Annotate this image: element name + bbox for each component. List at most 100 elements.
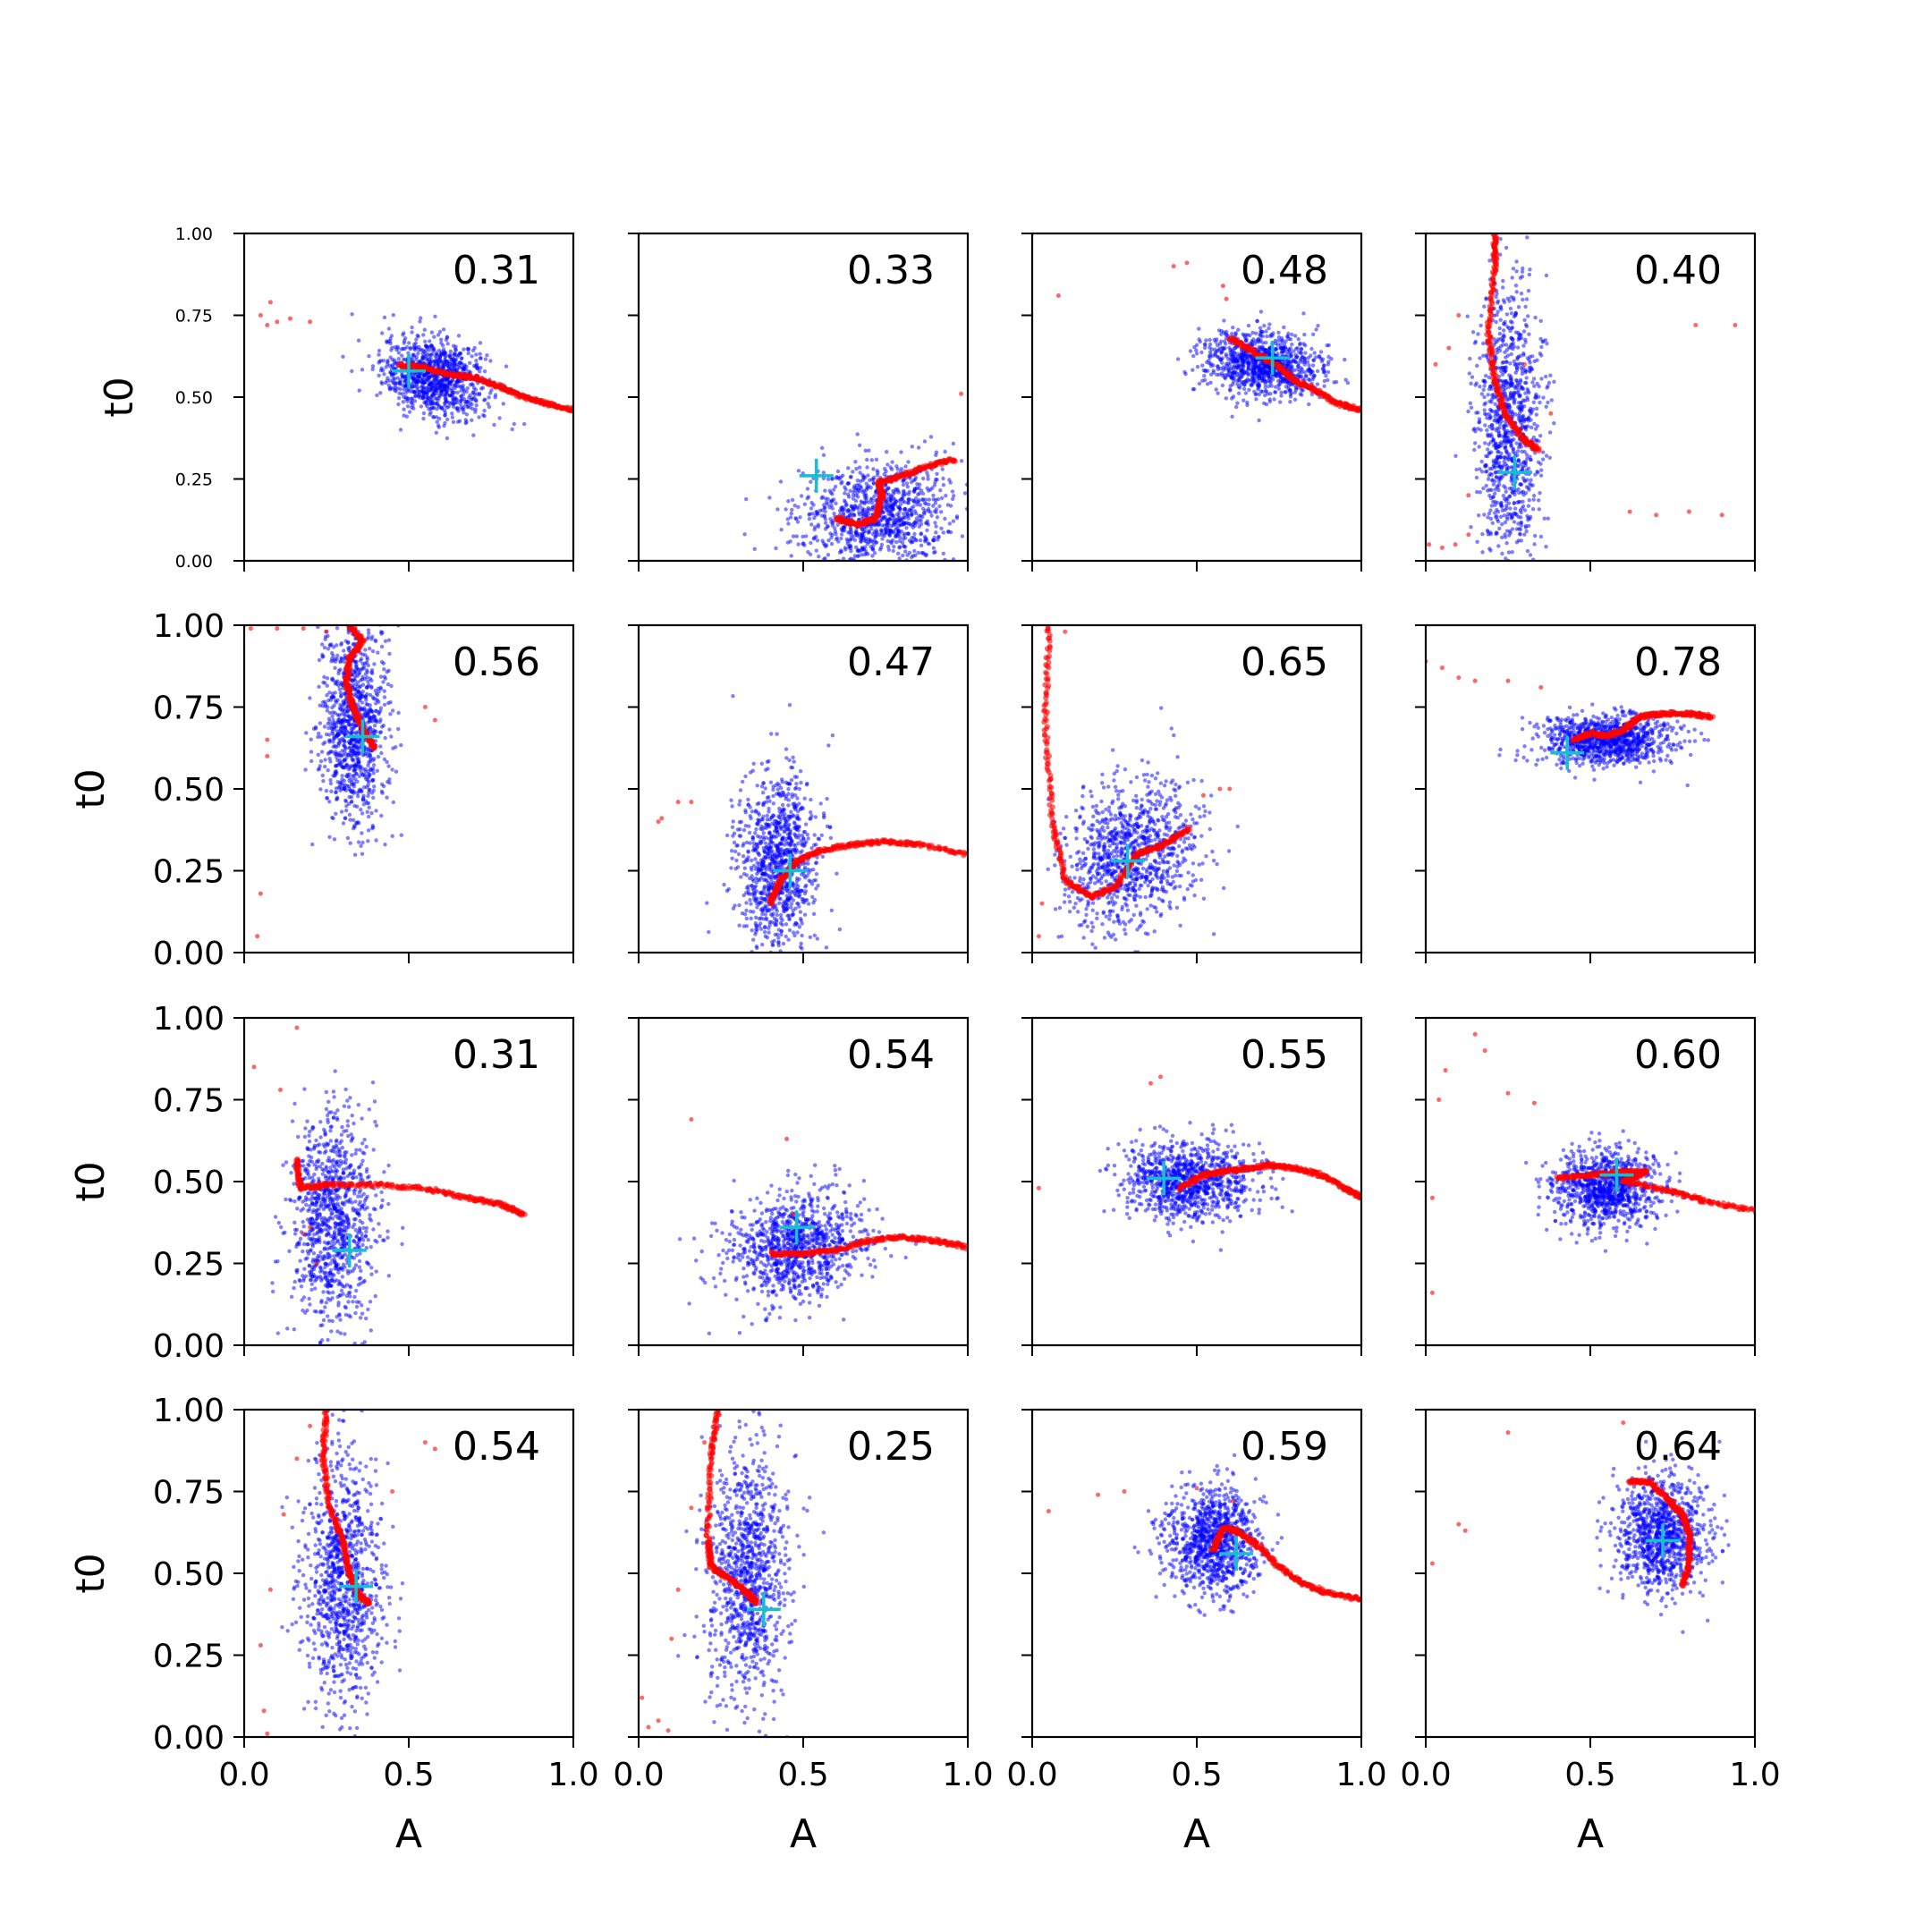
sample-point xyxy=(381,359,386,363)
sample-point xyxy=(802,502,807,506)
sample-point xyxy=(1264,402,1269,407)
y-tick-label: 0.00 xyxy=(175,552,213,572)
sample-point xyxy=(1259,374,1264,379)
sample-point xyxy=(1311,332,1316,336)
sample-point xyxy=(922,512,927,516)
sample-point xyxy=(1514,259,1519,264)
sample-point xyxy=(428,394,433,400)
sample-point xyxy=(459,360,463,365)
sample-point xyxy=(1326,369,1331,375)
sample-point xyxy=(1233,360,1239,365)
sample-point xyxy=(926,506,931,512)
sample-point xyxy=(1530,425,1534,430)
sample-point xyxy=(1502,438,1507,443)
sample-point xyxy=(1518,527,1523,532)
sample-point xyxy=(894,464,899,469)
sample-point xyxy=(892,521,896,526)
sample-point xyxy=(452,363,457,368)
sample-point xyxy=(1175,357,1181,361)
sample-point xyxy=(375,393,379,398)
sample-point xyxy=(801,534,805,539)
sample-point xyxy=(1496,309,1500,314)
sample-point xyxy=(1526,466,1531,470)
sample-point xyxy=(1245,402,1250,408)
sample-point xyxy=(907,538,912,543)
sample-point xyxy=(894,487,900,492)
sample-point xyxy=(1290,364,1294,369)
sample-point xyxy=(1531,497,1536,502)
sample-point xyxy=(1493,402,1497,406)
sample-point xyxy=(821,453,826,457)
sample-point xyxy=(932,483,937,487)
sample-point xyxy=(1302,370,1307,375)
sample-point xyxy=(1517,490,1521,496)
sample-point xyxy=(903,545,908,549)
sample-point xyxy=(1518,531,1522,536)
sample-point xyxy=(812,536,817,540)
sample-point xyxy=(916,445,921,450)
sample-point xyxy=(1516,387,1521,393)
sample-point xyxy=(466,347,470,352)
sample-point xyxy=(456,352,462,358)
sample-point xyxy=(1510,550,1514,555)
plot-area xyxy=(258,300,573,441)
sample-point xyxy=(855,432,860,436)
sample-point xyxy=(493,395,497,400)
sample-point xyxy=(1479,392,1485,396)
sample-point xyxy=(1262,363,1267,369)
sample-point xyxy=(1504,541,1509,546)
sample-point xyxy=(846,481,852,486)
sample-point xyxy=(919,543,924,547)
sample-point xyxy=(920,491,926,496)
sample-point xyxy=(1513,370,1518,375)
sample-point xyxy=(1520,449,1524,453)
sample-point xyxy=(483,357,488,361)
sample-point xyxy=(431,359,436,363)
sample-point xyxy=(910,445,914,449)
sample-point xyxy=(886,524,890,529)
sample-point xyxy=(847,530,852,535)
sample-point xyxy=(1205,382,1210,386)
sample-point xyxy=(1514,441,1519,445)
sample-point xyxy=(1500,365,1504,370)
sample-point xyxy=(1488,508,1493,513)
sample-point xyxy=(377,348,382,353)
sample-point xyxy=(1487,512,1492,516)
sample-point xyxy=(1259,329,1265,335)
sample-point xyxy=(1311,358,1316,362)
sample-point xyxy=(1237,371,1242,376)
sample-point xyxy=(852,489,856,495)
sample-point xyxy=(1509,311,1514,316)
sample-point xyxy=(931,538,936,542)
sample-point xyxy=(1241,398,1246,402)
sample-point xyxy=(1314,327,1318,332)
sample-point xyxy=(1489,487,1494,493)
sample-point xyxy=(871,543,876,547)
sample-point xyxy=(420,348,425,352)
sample-point xyxy=(464,412,470,417)
sample-point xyxy=(482,414,487,419)
sample-point xyxy=(1227,363,1233,368)
sample-point xyxy=(922,552,927,556)
subplot-panel: 0.40 xyxy=(1415,232,1757,572)
sample-point xyxy=(1228,366,1233,370)
sample-point xyxy=(1505,512,1511,516)
sample-point xyxy=(462,411,466,415)
sample-point xyxy=(788,539,792,544)
sample-point xyxy=(1282,349,1286,353)
sample-point xyxy=(826,496,830,501)
sample-point xyxy=(452,360,457,364)
sample-point xyxy=(1238,386,1242,390)
sample-point xyxy=(453,386,457,391)
sample-point xyxy=(862,552,867,557)
sample-point xyxy=(910,555,914,560)
sample-point xyxy=(1513,310,1518,315)
sample-point xyxy=(1211,369,1216,373)
sample-point xyxy=(1214,387,1218,392)
sample-point xyxy=(1522,380,1528,386)
sample-point xyxy=(1526,419,1531,423)
sample-point xyxy=(869,497,874,502)
sample-point xyxy=(1307,363,1311,368)
sample-point xyxy=(1486,477,1491,481)
sample-point xyxy=(417,373,422,378)
